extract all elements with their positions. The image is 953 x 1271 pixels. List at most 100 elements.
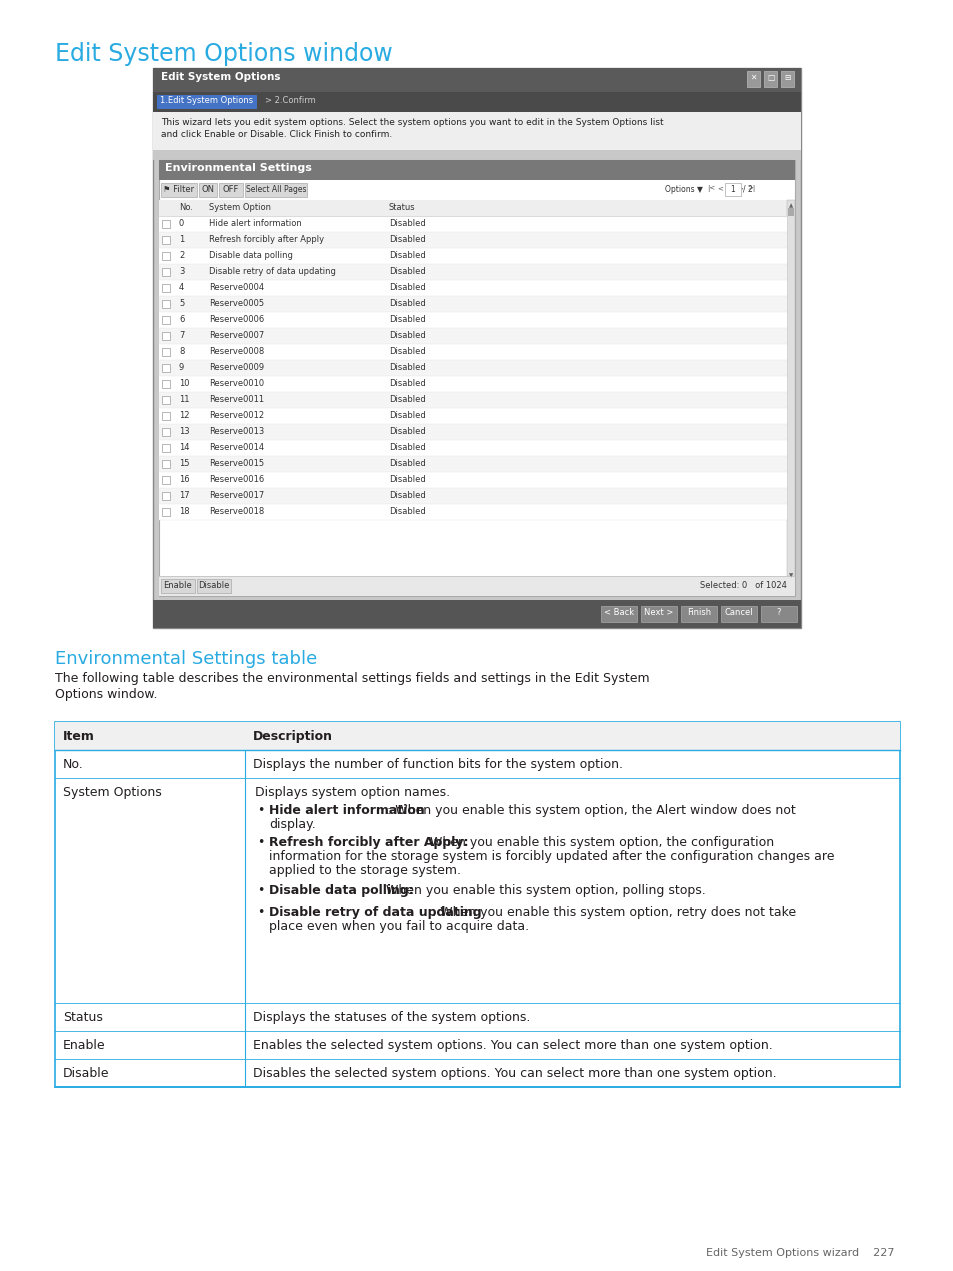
Text: display.: display.	[269, 819, 315, 831]
Text: Hide alert information: Hide alert information	[209, 219, 301, 228]
Bar	[152, 92, 801, 112]
Bar	[746, 71, 760, 86]
Bar	[152, 69, 801, 628]
Text: No.: No.	[63, 758, 84, 771]
Bar	[159, 376, 786, 391]
Text: 8: 8	[179, 347, 184, 356]
Text: Environmental Settings: Environmental Settings	[165, 163, 312, 173]
Text: Disabled: Disabled	[389, 459, 425, 468]
Bar	[162, 252, 170, 261]
Bar	[152, 69, 801, 92]
Bar	[162, 492, 170, 500]
Text: Enable: Enable	[164, 581, 193, 590]
Text: 17: 17	[179, 491, 190, 500]
Text: : When you enable this system option, the Alert window does not: : When you enable this system option, th…	[387, 805, 795, 817]
Bar	[162, 348, 170, 356]
Text: Edit System Options wizard    227: Edit System Options wizard 227	[706, 1248, 894, 1258]
Text: Disabled: Disabled	[389, 395, 425, 404]
Bar	[159, 576, 794, 596]
Text: Reserve0014: Reserve0014	[209, 444, 264, 452]
Text: 7: 7	[179, 330, 184, 341]
Text: applied to the storage system.: applied to the storage system.	[269, 864, 460, 877]
Text: ON: ON	[201, 186, 214, 194]
Text: Enables the selected system options. You can select more than one system option.: Enables the selected system options. You…	[253, 1038, 772, 1052]
Text: When you enable this system option, the configuration: When you enable this system option, the …	[426, 836, 773, 849]
Text: Disable data polling:: Disable data polling:	[269, 885, 414, 897]
Bar	[152, 112, 801, 150]
Text: 14: 14	[179, 444, 190, 452]
Bar	[786, 200, 794, 576]
Bar	[199, 183, 216, 197]
Bar	[159, 216, 786, 233]
Text: 9: 9	[179, 364, 184, 372]
Text: Options window.: Options window.	[55, 688, 157, 702]
Text: place even when you fail to acquire data.: place even when you fail to acquire data…	[269, 920, 529, 933]
Text: Select All Pages: Select All Pages	[246, 186, 306, 194]
Text: >|: >|	[746, 186, 755, 192]
Text: Reserve0005: Reserve0005	[209, 299, 264, 308]
Text: Disabled: Disabled	[389, 427, 425, 436]
Text: Disabled: Disabled	[389, 444, 425, 452]
Text: 0: 0	[179, 219, 184, 228]
Bar	[196, 580, 231, 594]
Text: 2: 2	[179, 250, 184, 261]
Bar	[760, 606, 796, 622]
Text: Status: Status	[389, 203, 416, 212]
Bar	[162, 332, 170, 341]
Text: information for the storage system is forcibly updated after the configuration c: information for the storage system is fo…	[269, 850, 834, 863]
Text: ⊟: ⊟	[783, 72, 790, 83]
Text: Disabled: Disabled	[389, 347, 425, 356]
Text: Reserve0018: Reserve0018	[209, 507, 264, 516]
Bar	[159, 472, 786, 488]
Bar	[162, 508, 170, 516]
Bar	[162, 380, 170, 388]
Bar	[159, 248, 786, 264]
Bar	[159, 233, 786, 248]
Text: Disabled: Disabled	[389, 283, 425, 292]
Text: The following table describes the environmental settings fields and settings in : The following table describes the enviro…	[55, 672, 649, 685]
Text: Disabled: Disabled	[389, 364, 425, 372]
Text: Reserve0012: Reserve0012	[209, 411, 264, 419]
Text: Disable: Disable	[198, 581, 230, 590]
Text: 4: 4	[179, 283, 184, 292]
Text: 1: 1	[179, 235, 184, 244]
Bar	[159, 344, 786, 360]
Text: □: □	[766, 72, 773, 83]
Text: Reserve0016: Reserve0016	[209, 475, 264, 484]
Text: Reserve0013: Reserve0013	[209, 427, 264, 436]
Text: Disabled: Disabled	[389, 299, 425, 308]
Text: Disable retry of data updating: Disable retry of data updating	[209, 267, 335, 276]
Text: Disabled: Disabled	[389, 250, 425, 261]
Text: Description: Description	[253, 730, 333, 744]
Text: 13: 13	[179, 427, 190, 436]
Text: OFF: OFF	[223, 186, 239, 194]
Text: When you enable this system option, polling stops.: When you enable this system option, poll…	[381, 885, 705, 897]
Bar	[159, 160, 794, 596]
Text: and click Enable or Disable. Click Finish to confirm.: and click Enable or Disable. Click Finis…	[161, 130, 392, 139]
Text: •: •	[256, 885, 264, 897]
Text: Reserve0017: Reserve0017	[209, 491, 264, 500]
Text: Disabled: Disabled	[389, 507, 425, 516]
Text: Status: Status	[63, 1010, 103, 1024]
Text: This wizard lets you edit system options. Select the system options you want to : This wizard lets you edit system options…	[161, 118, 663, 127]
Text: Enable: Enable	[63, 1038, 106, 1052]
Text: Selected: 0   of 1024: Selected: 0 of 1024	[700, 581, 786, 590]
Text: ▲: ▲	[788, 203, 792, 208]
Text: Displays the number of function bits for the system option.: Displays the number of function bits for…	[253, 758, 622, 771]
Text: Disabled: Disabled	[389, 315, 425, 324]
Bar	[159, 425, 786, 440]
Text: Reserve0007: Reserve0007	[209, 330, 264, 341]
Text: System Options: System Options	[63, 785, 162, 799]
Text: Disabled: Disabled	[389, 379, 425, 388]
Bar	[159, 296, 786, 311]
Bar	[162, 412, 170, 419]
Text: Hide alert information: Hide alert information	[269, 805, 424, 817]
Bar	[159, 160, 794, 180]
Bar	[720, 606, 757, 622]
Text: •: •	[256, 906, 264, 919]
Text: >: >	[737, 186, 742, 191]
Text: Edit System Options window: Edit System Options window	[55, 42, 393, 66]
Text: Refresh forcibly after Apply: Refresh forcibly after Apply	[209, 235, 324, 244]
Bar	[763, 71, 776, 86]
Text: 6: 6	[179, 315, 184, 324]
